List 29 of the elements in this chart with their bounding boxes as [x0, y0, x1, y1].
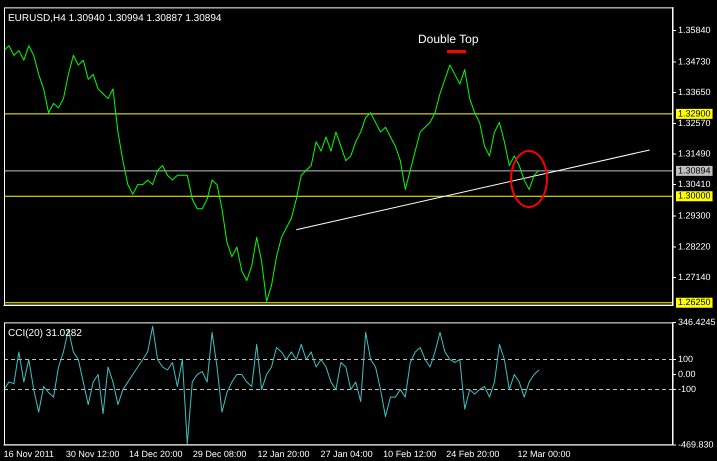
x-tick-label: 27 Jan 04:00 — [320, 449, 373, 460]
x-tick-label: 12 Jan 20:00 — [257, 449, 310, 460]
ref-line-label: 1.32900 — [678, 108, 711, 118]
y-tick-label: -100 — [678, 384, 696, 394]
y-tick-label: 1.28220 — [678, 241, 711, 252]
y-tick-label: 0.00 — [678, 369, 696, 379]
ref-line-label: 1.26250 — [678, 297, 711, 308]
y-tick-label: 100 — [678, 354, 694, 364]
x-tick-label: 12 Mar 00:00 — [517, 449, 571, 460]
x-tick-label: 16 Nov 2011 — [4, 449, 54, 460]
y-tick-label: 1.35840 — [678, 24, 711, 35]
y-tick-label: 1.27140 — [678, 272, 711, 282]
ref-line-label: 1.30000 — [678, 190, 711, 201]
text: EURUSD,H4 1.30940 1.30994 1.30887 1.30894 — [8, 13, 222, 24]
x-tick-label: 29 Dec 08:00 — [192, 449, 246, 460]
y-tick-label: 1.31490 — [678, 148, 711, 158]
y-tick-label: 1.30410 — [678, 179, 711, 190]
x-tick-label: 10 Feb 12:00 — [383, 449, 436, 460]
ref-line-label: 1.30894 — [678, 165, 711, 176]
annotation: Double Top — [418, 32, 478, 46]
y-tick-label: 1.33650 — [678, 87, 711, 98]
y-tick-label: -469.830 — [678, 440, 714, 450]
y-tick-label: 1.34730 — [678, 56, 711, 66]
y-tick-label: 346.4245 — [678, 316, 716, 327]
x-tick-label: 30 Nov 12:00 — [66, 449, 120, 460]
x-tick-label: 14 Dec 20:00 — [128, 449, 183, 460]
y-tick-label: 1.29300 — [678, 210, 711, 221]
x-tick-label: 24 Feb 20:00 — [446, 449, 500, 460]
y-tick-label: 1.32570 — [678, 118, 711, 128]
